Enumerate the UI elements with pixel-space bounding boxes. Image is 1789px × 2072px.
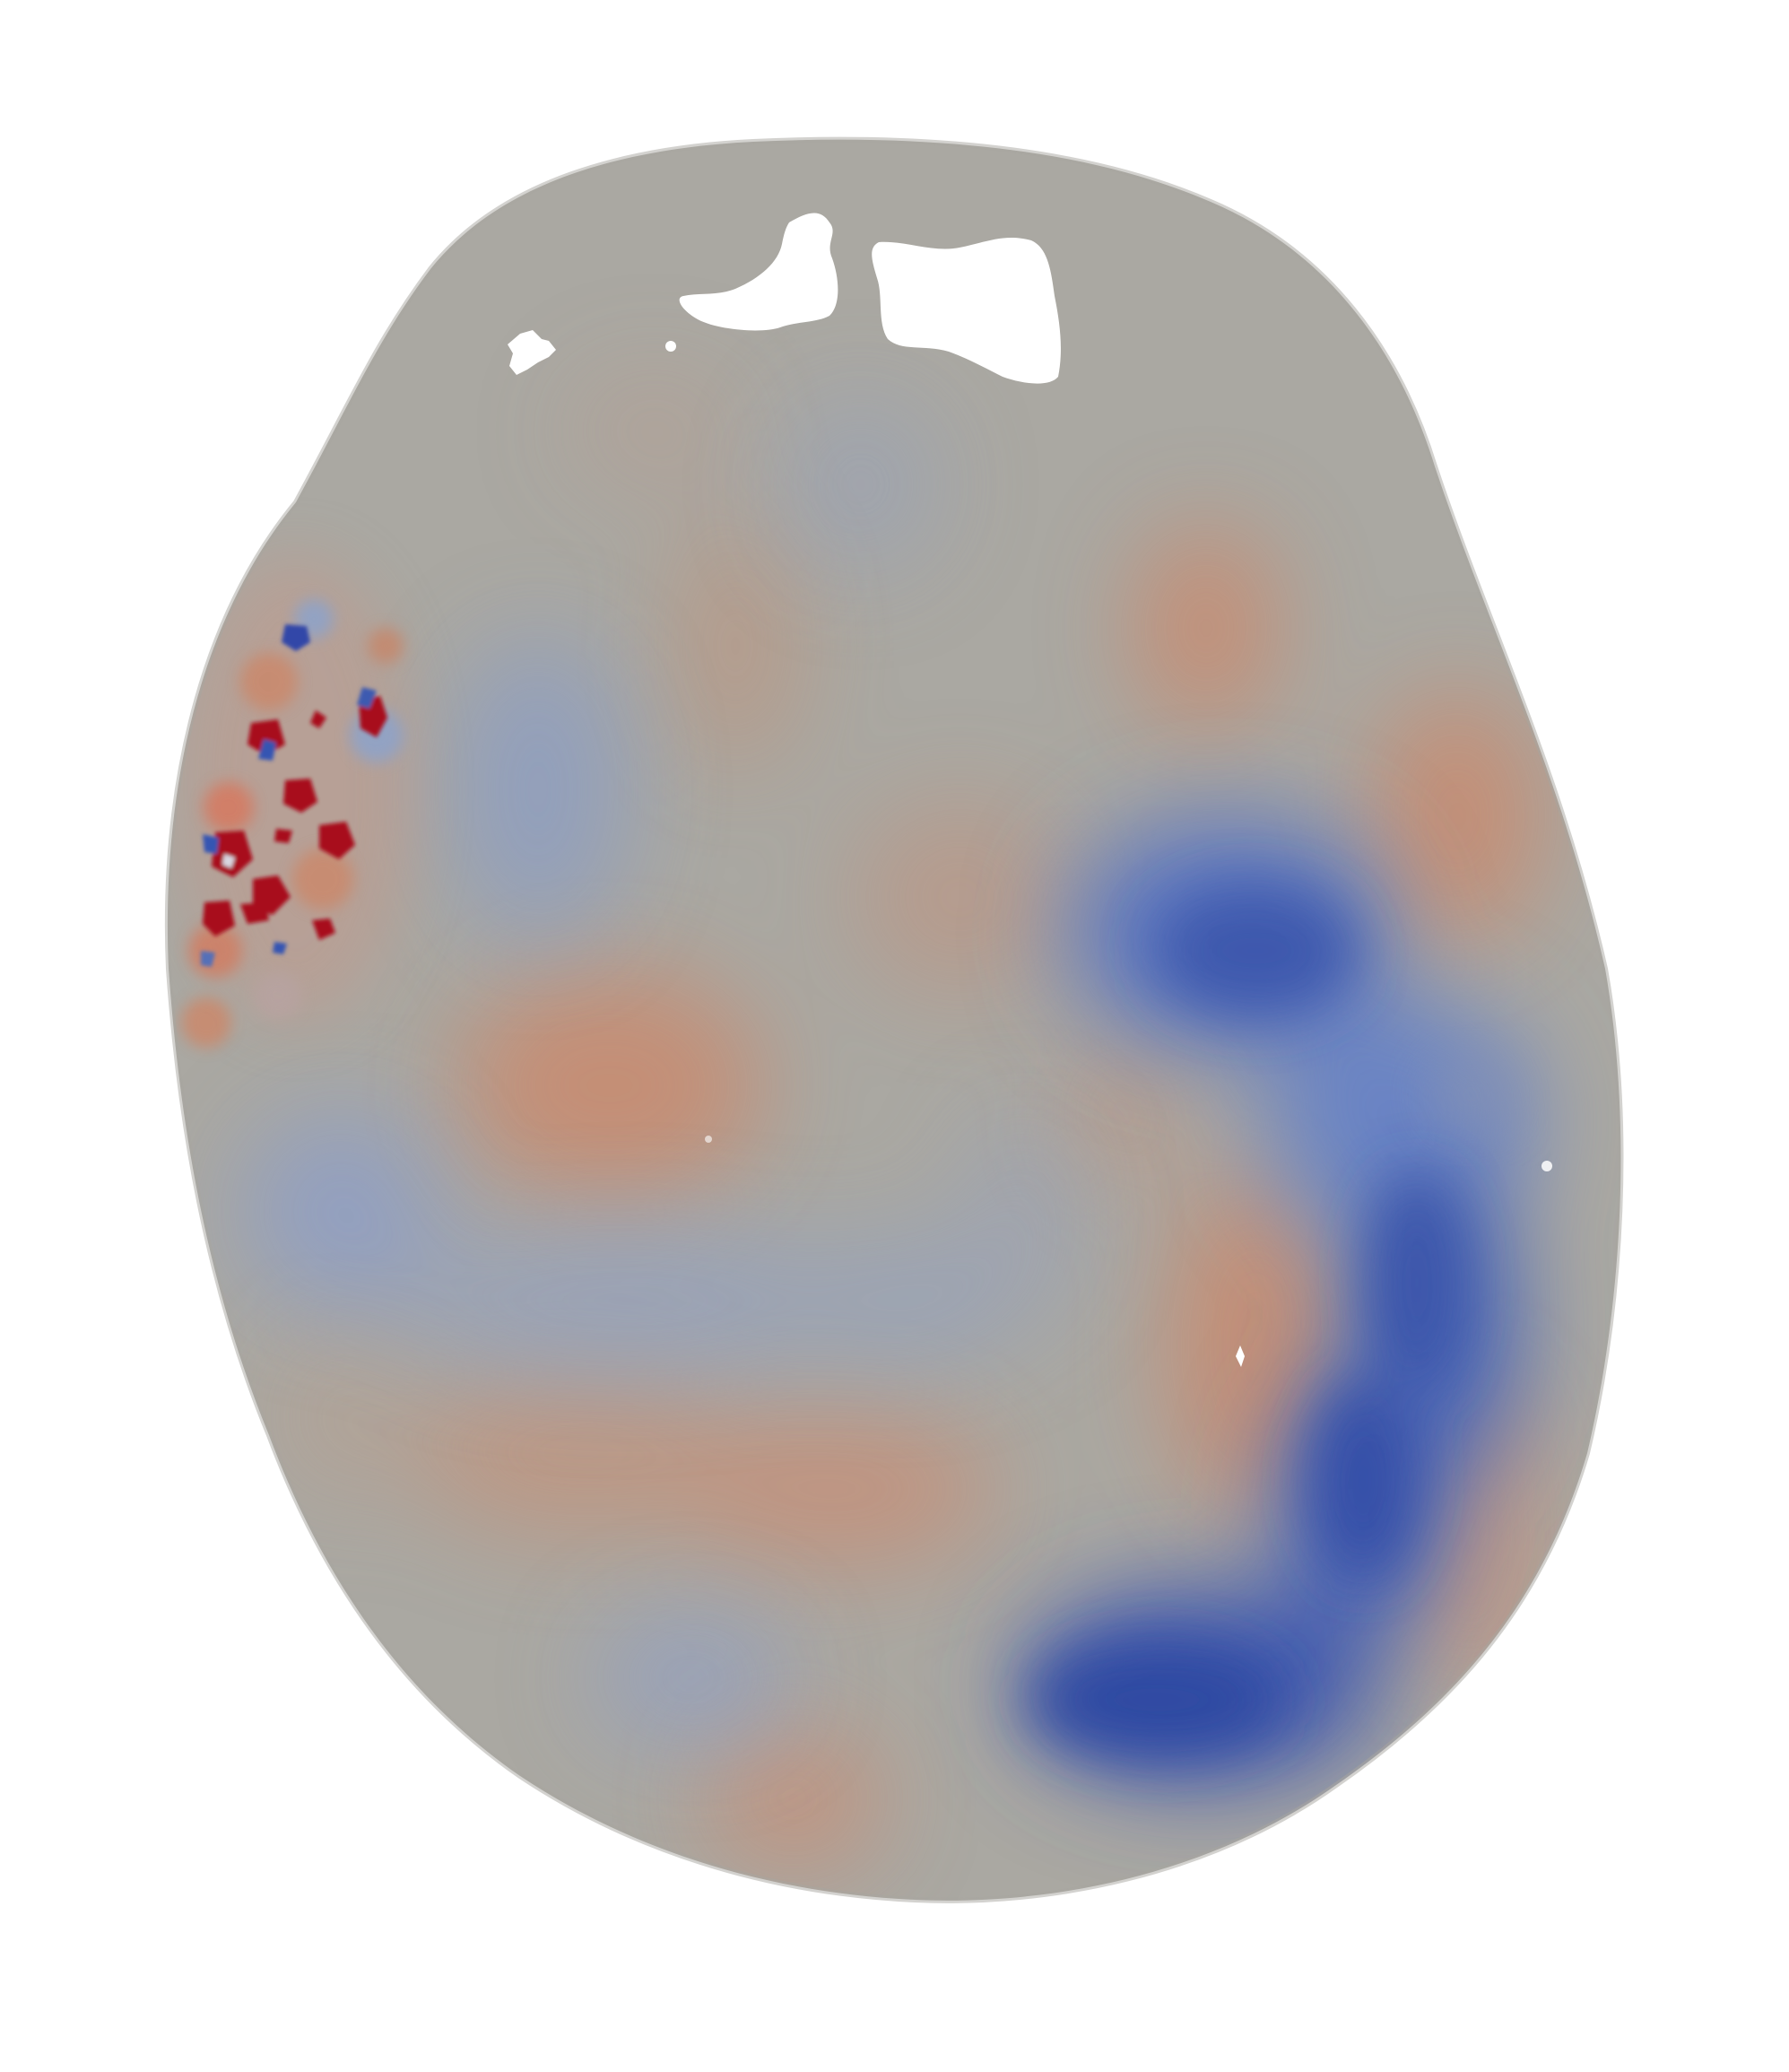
brain-outline: [164, 136, 1624, 1903]
holes: [508, 213, 1061, 384]
brain-slice: [167, 139, 1621, 1901]
hole-right: [872, 238, 1061, 384]
warm-regions: [269, 368, 1542, 1870]
noise-hotspots: [201, 624, 387, 967]
hole-small: [508, 330, 556, 375]
specks: [705, 1136, 1552, 1367]
cool-regions: [242, 395, 1085, 1740]
deep-cool-band: [1022, 816, 1533, 1785]
hole-left: [679, 213, 838, 331]
